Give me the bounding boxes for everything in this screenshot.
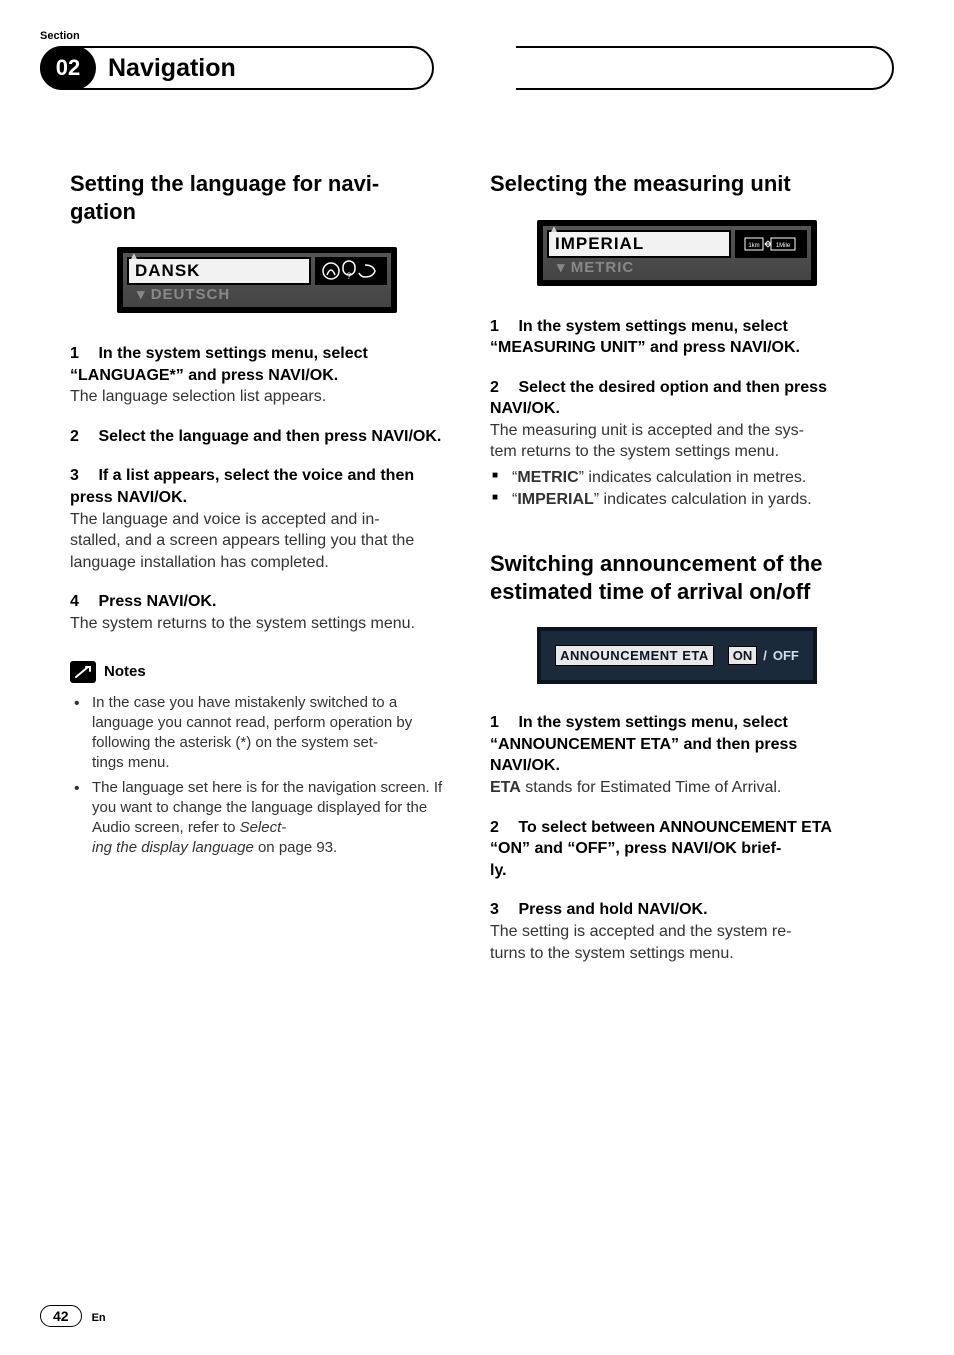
section-heading-eta: Switching announcement of the estimated … xyxy=(490,550,864,605)
eta-sep: / xyxy=(763,648,767,663)
bullet-text: ” indicates calculation in metres. xyxy=(579,469,807,486)
step-num: 2 xyxy=(490,817,514,839)
step-num: 3 xyxy=(490,899,514,921)
language-screen: ▲ DANSK ? ▾ DEUTSCH xyxy=(117,247,397,313)
right-column: Selecting the measuring unit ▲ IMPERIAL … xyxy=(490,170,864,982)
svg-text:?: ? xyxy=(346,271,351,281)
unit-bullets: “METRIC” indicates calculation in metres… xyxy=(490,467,864,510)
bullet-text: ” indicates calculation in yards. xyxy=(594,491,812,508)
step-num: 2 xyxy=(490,377,514,399)
step-head-text: Select the language and then press NAVI/… xyxy=(98,428,441,445)
bullet-item: “IMPERIAL” indicates calculation in yard… xyxy=(490,489,864,511)
note-item: The language set here is for the navigat… xyxy=(70,778,444,859)
arrow-up-icon: ▲ xyxy=(549,224,559,235)
svg-text:1Mile: 1Mile xyxy=(776,243,791,249)
notes-icon xyxy=(70,661,96,683)
step-num: 2 xyxy=(70,426,94,448)
step-body-text: The setting is accepted and the system r… xyxy=(490,921,864,964)
step-r2: 2 Select the desired option and then pre… xyxy=(490,377,864,463)
step-r1: 1 In the system settings menu, select “M… xyxy=(490,316,864,359)
step-body-text: stands for Estimated Time of Arrival. xyxy=(521,779,782,796)
step-e2: 2 To select between ANNOUNCEMENT ETA “ON… xyxy=(490,817,864,882)
screen-dim-language: ▾ DEUTSCH xyxy=(127,285,387,303)
step-body-text: The language selection list appears. xyxy=(70,386,444,408)
notes-title: Notes xyxy=(104,663,146,680)
eta-off: OFF xyxy=(773,648,799,663)
eta-label: ANNOUNCEMENT ETA xyxy=(555,645,714,666)
step-head-text: In the system settings menu, select “ANN… xyxy=(490,714,797,774)
step-head-text: Select the desired option and then press… xyxy=(490,379,827,418)
step-head-text: To select between ANNOUNCEMENT ETA “ON” … xyxy=(490,819,831,879)
note-item: In the case you have mistakenly switched… xyxy=(70,693,444,774)
step-body-text: The measuring unit is accepted and the s… xyxy=(490,420,864,463)
svg-text:1km: 1km xyxy=(748,243,759,249)
screen-icons: 1km 1Mile xyxy=(735,230,807,258)
bullet-bold: IMPERIAL xyxy=(517,491,593,508)
page-footer: 42 En xyxy=(40,1305,106,1327)
bullet-item: “METRIC” indicates calculation in metres… xyxy=(490,467,864,489)
chapter-title: Navigation xyxy=(108,54,236,83)
step-head-text: Press NAVI/OK. xyxy=(98,593,216,610)
page-language: En xyxy=(92,1312,106,1324)
step-2: 2 Select the language and then press NAV… xyxy=(70,426,444,448)
left-column: Setting the language for navi- gation ▲ … xyxy=(70,170,444,982)
note-text: on page 93. xyxy=(254,839,337,856)
step-4: 4 Press NAVI/OK. The system returns to t… xyxy=(70,591,444,634)
step-head-text: If a list appears, select the voice and … xyxy=(70,467,414,506)
header-empty-pill xyxy=(494,46,894,90)
screen-dim-language-text: DEUTSCH xyxy=(151,286,231,303)
step-body-bold: ETA xyxy=(490,779,521,796)
eta-toggle: ON / OFF xyxy=(728,646,799,665)
page-number: 42 xyxy=(40,1305,82,1327)
screen-dim-unit-text: METRIC xyxy=(571,259,635,276)
step-body-text: The system returns to the system setting… xyxy=(70,613,444,635)
step-e1: 1 In the system settings menu, select “A… xyxy=(490,712,864,798)
step-num: 1 xyxy=(490,712,514,734)
bullet-bold: METRIC xyxy=(517,469,578,486)
screen-dim-unit: ▾ METRIC xyxy=(547,258,807,276)
screen-icons: ? xyxy=(315,257,387,285)
eta-on: ON xyxy=(728,646,758,665)
section-label: Section xyxy=(40,30,894,42)
arrow-up-icon: ▲ xyxy=(129,251,139,262)
notes-header: Notes xyxy=(70,661,444,683)
step-head-text: Press and hold NAVI/OK. xyxy=(518,901,707,918)
step-num: 1 xyxy=(70,343,94,365)
step-head-text: In the system settings menu, select “MEA… xyxy=(490,318,800,357)
chapter-pill: 02 Navigation xyxy=(40,46,434,90)
screen-selected-language: DANSK xyxy=(127,257,311,285)
section-heading-language: Setting the language for navi- gation xyxy=(70,170,444,225)
step-3: 3 If a list appears, select the voice an… xyxy=(70,465,444,573)
section-heading-measuring: Selecting the measuring unit xyxy=(490,170,864,198)
step-e3: 3 Press and hold NAVI/OK. The setting is… xyxy=(490,899,864,964)
page-header: 02 Navigation xyxy=(40,46,894,90)
eta-screen: ANNOUNCEMENT ETA ON / OFF xyxy=(537,627,817,684)
step-1: 1 In the system settings menu, select “L… xyxy=(70,343,444,408)
step-num: 4 xyxy=(70,591,94,613)
step-head-text: In the system settings menu, select “LAN… xyxy=(70,345,368,384)
screen-selected-unit: IMPERIAL xyxy=(547,230,731,258)
step-num: 3 xyxy=(70,465,94,487)
step-body-text: The language and voice is accepted and i… xyxy=(70,509,444,574)
step-num: 1 xyxy=(490,316,514,338)
chapter-number: 02 xyxy=(40,46,96,90)
measuring-screen: ▲ IMPERIAL 1km 1Mile ▾ METRIC xyxy=(537,220,817,286)
notes-list: In the case you have mistakenly switched… xyxy=(70,693,444,859)
